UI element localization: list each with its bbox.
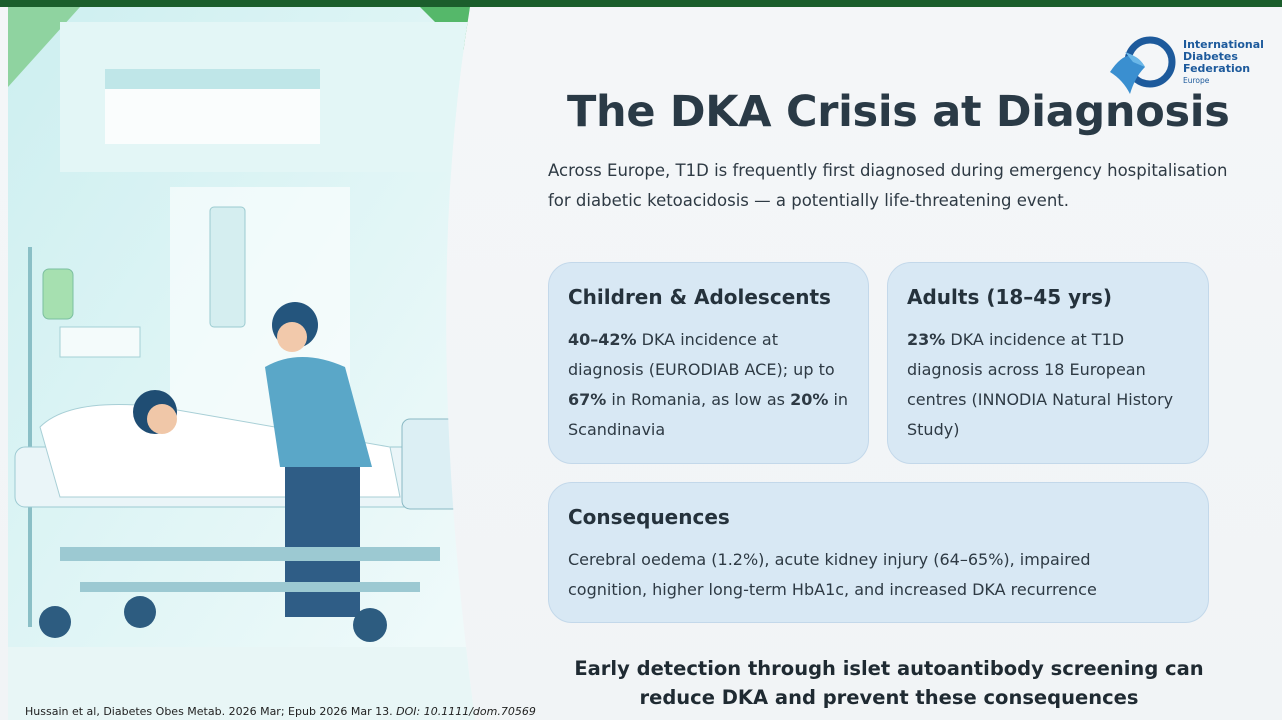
text-run: Cerebral oedema (1.2%), acute kidney inj… bbox=[568, 550, 1097, 599]
text-run: Hussain et al, Diabetes Obes Metab. 2026… bbox=[25, 705, 397, 718]
hospital-illustration bbox=[8, 7, 475, 720]
card-body: 40–42% DKA incidence at diagnosis (EUROD… bbox=[568, 325, 853, 445]
text-run: 23% bbox=[907, 330, 946, 349]
card: Consequences Cerebral oedema (1.2%), acu… bbox=[548, 482, 1209, 623]
card-body: Cerebral oedema (1.2%), acute kidney inj… bbox=[568, 545, 1168, 605]
card: Children & Adolescents 40–42% DKA incide… bbox=[548, 262, 869, 464]
text-run: DOI: 10.1111/dom.70569 bbox=[396, 705, 536, 718]
logo-text: International Diabetes Federation Europe bbox=[1183, 39, 1264, 87]
text-run: in Scandinavia bbox=[568, 390, 849, 439]
logo-name: Federation bbox=[1183, 62, 1251, 75]
text-run: in Romania, as low as bbox=[606, 390, 791, 409]
citation: Hussain et al, Diabetes Obes Metab. 2026… bbox=[25, 705, 536, 718]
logo-region: Europe bbox=[1183, 76, 1210, 85]
card: Adults (18–45 yrs) 23% DKA incidence at … bbox=[887, 262, 1209, 464]
conclusion: Early detection through islet autoantibo… bbox=[574, 657, 1204, 709]
card-body: 23% DKA incidence at T1D diagnosis acros… bbox=[907, 325, 1197, 445]
text-run: DKA incidence at diagnosis (EURODIAB ACE… bbox=[568, 330, 835, 379]
logo-name: Diabetes bbox=[1183, 50, 1238, 63]
card-heading: Adults (18–45 yrs) bbox=[907, 285, 1113, 309]
slide: International Diabetes Federation Europe… bbox=[0, 7, 1282, 720]
slide-title: The DKA Crisis at Diagnosis bbox=[567, 87, 1230, 137]
text-run: 40–42% bbox=[568, 330, 637, 349]
text-run: DKA incidence at T1D diagnosis across 18… bbox=[907, 330, 1174, 439]
logo-mark bbox=[1110, 36, 1176, 94]
card-heading: Children & Adolescents bbox=[568, 285, 831, 309]
intro-text: Across Europe, T1D is frequently first d… bbox=[548, 161, 1228, 210]
text-run: 20% bbox=[790, 390, 829, 409]
logo-name: International bbox=[1183, 38, 1264, 51]
text-run: 67% bbox=[568, 390, 607, 409]
card-heading: Consequences bbox=[568, 505, 730, 529]
